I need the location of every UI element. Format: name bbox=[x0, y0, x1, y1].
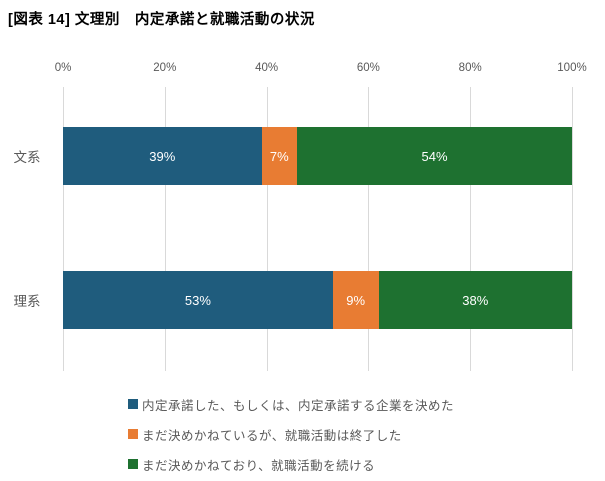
category-label: 理系 bbox=[13, 294, 41, 309]
bar-row-文系: 39% 7% 54% bbox=[63, 127, 572, 185]
data-label: 53% bbox=[184, 292, 211, 308]
bar-segment: 9% bbox=[332, 271, 379, 329]
legend: 内定承諾した、もしくは、内定承諾する企業を決めた まだ決めかねているが、就職活動は… bbox=[128, 389, 454, 479]
x-tick-label: 0% bbox=[54, 62, 72, 74]
legend-item: まだ決めかねており、就職活動を続ける bbox=[128, 449, 454, 479]
x-tick-label: 100% bbox=[557, 62, 587, 74]
chart-title: [図表 14] 文理別 内定承諾と就職活動の状況 bbox=[8, 12, 315, 28]
bar-segment: 39% bbox=[63, 127, 262, 185]
x-tick-label: 40% bbox=[255, 62, 279, 74]
legend-swatch-icon bbox=[128, 399, 138, 409]
legend-swatch-icon bbox=[128, 429, 138, 439]
legend-item: 内定承諾した、もしくは、内定承諾する企業を決めた bbox=[128, 389, 454, 419]
legend-label: 内定承諾した、もしくは、内定承諾する企業を決めた bbox=[142, 398, 455, 413]
gridline bbox=[266, 87, 268, 371]
plot-area: 39% 7% 54% 53% 9% 38% bbox=[63, 87, 573, 371]
bar-segment: 54% bbox=[297, 127, 572, 185]
bar-row-理系: 53% 9% 38% bbox=[63, 271, 572, 329]
data-label: 9% bbox=[346, 292, 366, 308]
bar-segment: 38% bbox=[378, 271, 572, 329]
x-tick-label: 20% bbox=[153, 62, 177, 74]
gridline bbox=[63, 87, 64, 371]
x-tick-label: 80% bbox=[458, 62, 482, 74]
legend-item: まだ決めかねているが、就職活動は終了した bbox=[128, 419, 454, 449]
gridline bbox=[164, 87, 166, 371]
bar-segment: 7% bbox=[261, 127, 298, 185]
gridline bbox=[368, 87, 370, 371]
legend-swatch-icon bbox=[128, 459, 138, 469]
legend-label: まだ決めかねており、就職活動を続ける bbox=[142, 458, 376, 473]
x-tick-label: 60% bbox=[356, 62, 380, 74]
category-label: 文系 bbox=[13, 150, 41, 165]
data-label: 7% bbox=[269, 148, 289, 164]
gridline bbox=[470, 87, 472, 371]
data-label: 38% bbox=[462, 292, 489, 308]
data-label: 54% bbox=[421, 148, 448, 164]
legend-label: まだ決めかねているが、就職活動は終了した bbox=[142, 428, 402, 443]
data-label: 39% bbox=[149, 148, 176, 164]
gridline bbox=[572, 87, 573, 371]
bar-segment: 53% bbox=[63, 271, 333, 329]
